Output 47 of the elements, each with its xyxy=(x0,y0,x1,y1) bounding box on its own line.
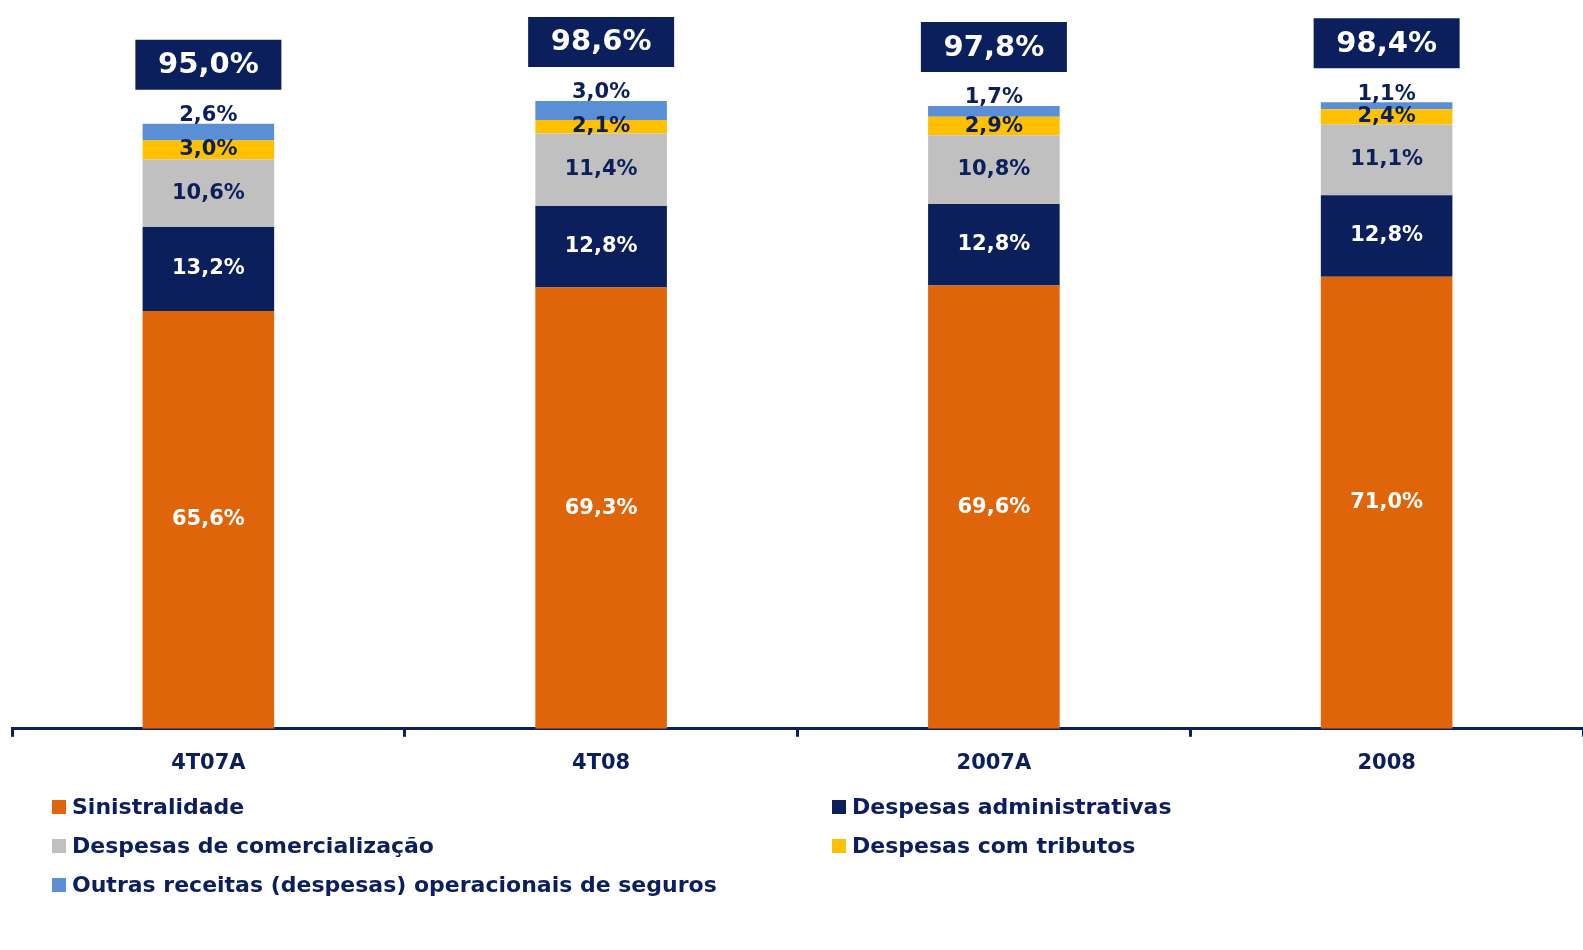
x-tick-label: 2008 xyxy=(1357,749,1416,774)
bar xyxy=(142,311,275,729)
x-tick-label: 2007A xyxy=(956,749,1032,774)
data-label: 1,7% xyxy=(964,84,1023,109)
bar xyxy=(1320,124,1453,196)
data-label: 3,0% xyxy=(179,136,238,161)
total-label: 98,4% xyxy=(1336,24,1437,59)
data-label: 69,3% xyxy=(564,494,638,519)
bar xyxy=(1320,195,1453,277)
data-label: 65,6% xyxy=(171,506,245,531)
data-label: 12,8% xyxy=(1350,222,1424,247)
data-label: 2,9% xyxy=(964,112,1023,137)
bar xyxy=(142,159,275,227)
bar xyxy=(535,287,667,729)
data-label: 2,1% xyxy=(572,113,631,138)
legend-label: Despesas com tributos xyxy=(851,833,1137,858)
bar xyxy=(928,204,1060,286)
data-label: 1,1% xyxy=(1357,80,1416,105)
bar xyxy=(535,133,667,206)
legend-label: Sinistralidade xyxy=(71,794,246,819)
x-tick-label: 4T08 xyxy=(572,749,631,774)
data-label: 11,4% xyxy=(564,156,638,181)
bar xyxy=(535,205,667,288)
data-label: 69,6% xyxy=(957,493,1031,518)
bar xyxy=(928,135,1060,205)
total-label: 97,8% xyxy=(943,28,1045,63)
legend-label: Despesas administrativas xyxy=(851,794,1173,819)
bar xyxy=(928,285,1060,729)
bar xyxy=(1320,276,1453,729)
bar xyxy=(928,106,1060,117)
total-label: 95,0% xyxy=(158,46,259,81)
data-label: 13,2% xyxy=(171,255,245,280)
legend-label: Outras receitas (despesas) operacionais de seguros xyxy=(71,872,718,897)
bar xyxy=(142,123,275,141)
data-label: 11,1% xyxy=(1350,146,1424,171)
data-label: 71,0% xyxy=(1350,489,1424,514)
data-label: 3,0% xyxy=(572,79,631,104)
data-label: 12,8% xyxy=(957,231,1031,256)
data-label: 10,6% xyxy=(171,179,245,204)
data-label: 12,8% xyxy=(564,233,638,258)
bar xyxy=(142,227,275,312)
total-label: 98,6% xyxy=(550,23,652,58)
legend-label: Despesas de comercialização xyxy=(71,833,435,858)
x-tick-label: 4T07A xyxy=(171,749,247,774)
data-label: 2,6% xyxy=(179,102,238,127)
data-label: 2,4% xyxy=(1357,103,1416,128)
data-label: 10,8% xyxy=(957,156,1031,181)
